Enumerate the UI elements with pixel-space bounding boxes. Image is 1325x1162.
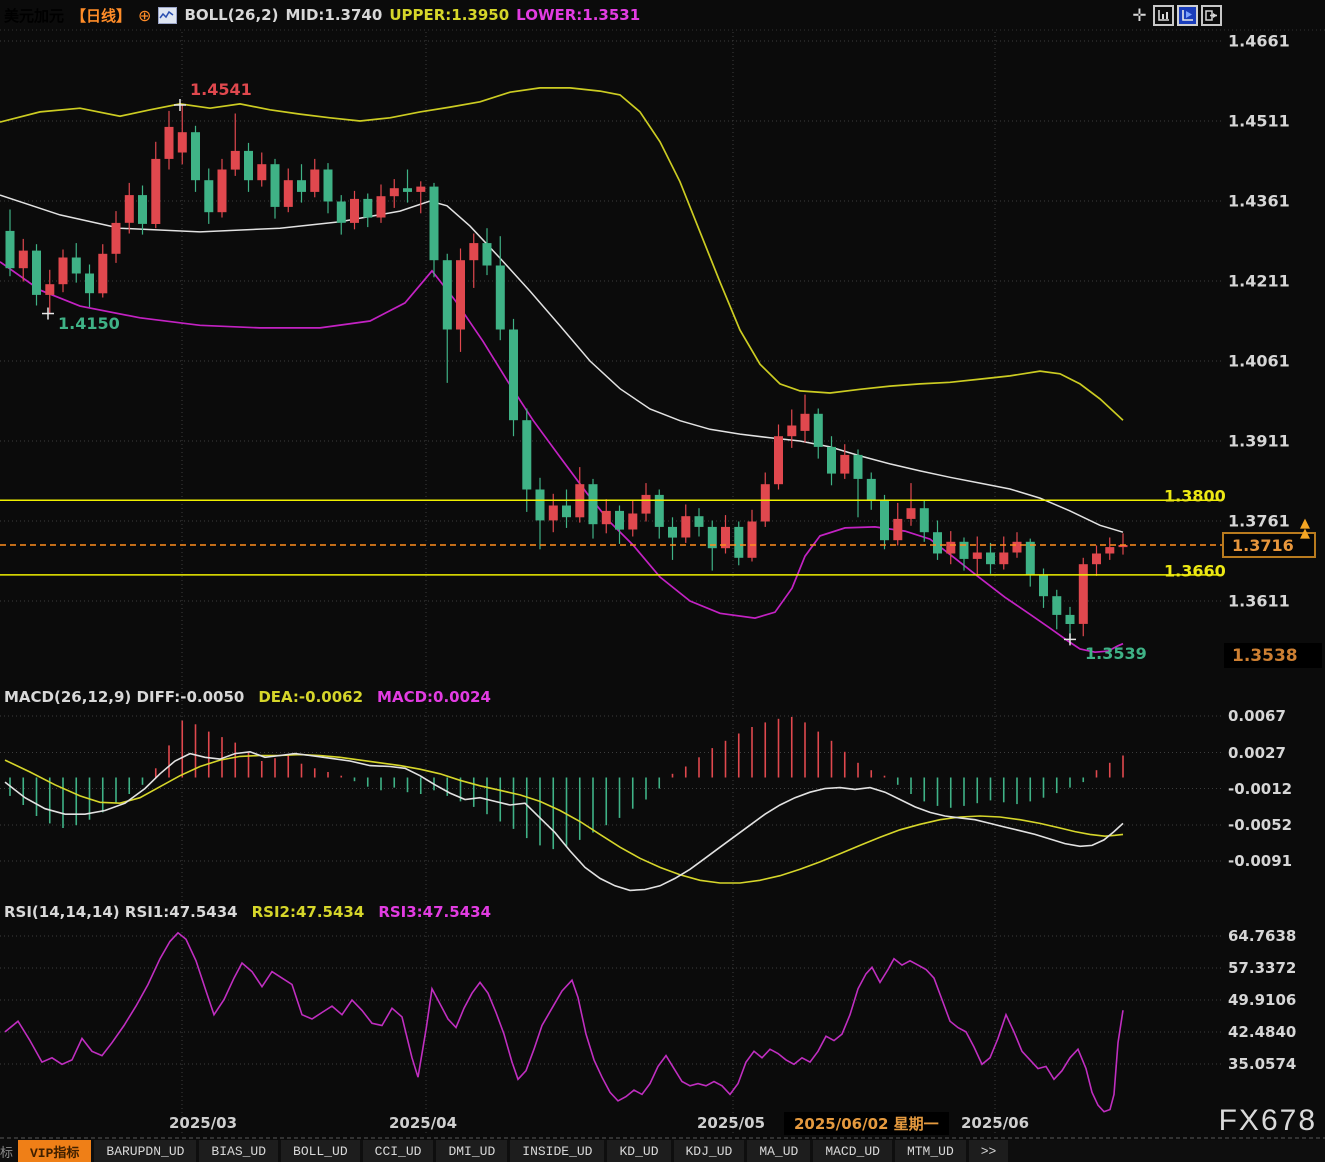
macd-tick-label: 0.0067 xyxy=(1228,707,1286,725)
rsi1-value: RSI1:47.5434 xyxy=(124,903,238,921)
tab-inside_ud[interactable]: INSIDE_UD xyxy=(510,1140,605,1162)
current-price-box: 1.3716 xyxy=(1222,532,1316,558)
titlebar: 美元加元 【日线】 ⊕ BOLL(26,2) MID:1.3740 UPPER:1… xyxy=(4,4,640,26)
resistance-level-label: 1.3800 xyxy=(1164,486,1226,506)
tab-vip指标[interactable]: VIP指标 xyxy=(18,1140,92,1162)
add-indicator-icon[interactable]: ⊕ xyxy=(138,5,152,25)
rsi-line xyxy=(4,931,1124,1113)
macd-tick-label: -0.0012 xyxy=(1228,779,1293,798)
price-tick-label: 1.4511 xyxy=(1228,111,1290,131)
rsi-header: RSI(14,14,14) RSI1:47.5434 RSI2:47.5434 … xyxy=(4,903,491,923)
macd-title: MACD(26,12,9) xyxy=(4,688,132,706)
macd-macd-value: MACD:0.0024 xyxy=(377,688,491,706)
tabbar-more-button[interactable]: >> xyxy=(968,1140,1009,1162)
rsi-tick-label: 64.7638 xyxy=(1228,927,1297,945)
macd-diff-value: DIFF:-0.0050 xyxy=(136,688,245,706)
rsi-tick-label: 35.0574 xyxy=(1228,1055,1297,1073)
rsi-title: RSI(14,14,14) xyxy=(4,903,120,921)
price-tick-label: 1.3761 xyxy=(1228,511,1290,531)
price-tick-label: 1.4061 xyxy=(1228,351,1290,371)
exit-chart-icon[interactable] xyxy=(1201,5,1222,26)
macd-dea-line xyxy=(4,753,1124,884)
date-label: 2025/05 xyxy=(696,1114,766,1132)
macd-dea-value: DEA:-0.0062 xyxy=(258,688,364,706)
price-tick-label: 1.3611 xyxy=(1228,591,1290,611)
price-up-arrow-icon: ▲ ▲ xyxy=(1300,516,1310,541)
crosshair-icon[interactable]: ✛ xyxy=(1132,5,1147,26)
tab-barupdn_ud[interactable]: BARUPDN_UD xyxy=(94,1140,197,1162)
tab-kdj_ud[interactable]: KDJ_UD xyxy=(673,1140,745,1162)
rsi-tick-label: 57.3372 xyxy=(1228,959,1297,977)
tab-bias_ud[interactable]: BIAS_UD xyxy=(199,1140,279,1162)
macd-dif-line xyxy=(4,750,1124,892)
boll-upper-value: UPPER:1.3950 xyxy=(389,6,510,24)
timeframe-label: 【日线】 xyxy=(71,6,132,25)
left-low-annotation: 1.4150 xyxy=(58,314,120,333)
macd-tick-label: -0.0091 xyxy=(1228,852,1293,870)
date-label: 2025/03 xyxy=(168,1114,238,1132)
tab-mtm_ud[interactable]: MTM_UD xyxy=(894,1140,966,1162)
macd-header: MACD(26,12,9) DIFF:-0.0050 DEA:-0.0062 M… xyxy=(4,688,491,708)
tab-dmi_ud[interactable]: DMI_UD xyxy=(436,1140,508,1162)
high-annotation: 1.4541 xyxy=(190,80,252,99)
rsi-tick-label: 42.4840 xyxy=(1228,1023,1297,1041)
tab-cci_ud[interactable]: CCI_UD xyxy=(362,1140,434,1162)
indicator-tabbar: 标 VIP指标 BARUPDN_UD BIAS_UD BOLL_UD CCI_UD DMI_… xyxy=(0,1140,1325,1162)
date-label: 2025/04 xyxy=(388,1114,458,1132)
low-annotation: 1.3539 xyxy=(1085,644,1147,663)
boll-mid-value: MID:1.3740 xyxy=(285,6,383,24)
tab-kd_ud[interactable]: KD_UD xyxy=(607,1140,671,1162)
chart-toolbar: ✛ xyxy=(1129,5,1222,26)
boll-upper-line xyxy=(0,87,1124,421)
date-label: 2025/06 xyxy=(960,1114,1030,1132)
macd-histogram xyxy=(9,716,1124,850)
macd-tick-label: 0.0027 xyxy=(1228,743,1286,762)
rsi-tick-label: 49.9106 xyxy=(1228,991,1297,1009)
rsi3-value: RSI3:47.5434 xyxy=(378,903,492,921)
support-level-label: 1.3660 xyxy=(1164,561,1226,581)
candlestick-series xyxy=(5,105,1128,640)
tabbar-partial-label: 标 xyxy=(0,1145,13,1161)
chart-scale-icon[interactable] xyxy=(1153,5,1174,26)
symbol-name: 美元加元 xyxy=(4,6,65,25)
mini-chart-icon xyxy=(158,6,178,24)
macd-tick-label: -0.0052 xyxy=(1228,816,1293,834)
boll-indicator-label: BOLL(26,2) xyxy=(184,6,279,24)
tab-boll_ud[interactable]: BOLL_UD xyxy=(281,1140,360,1162)
tab-ma_ud[interactable]: MA_UD xyxy=(747,1140,811,1162)
boll-lower-value: LOWER:1.3531 xyxy=(516,6,641,24)
tab-macd_ud[interactable]: MACD_UD xyxy=(813,1140,892,1162)
chart-play-icon[interactable] xyxy=(1177,5,1198,26)
selected-date-badge: 2025/06/02 星期一 xyxy=(784,1112,949,1135)
boll-mid-line xyxy=(0,194,1124,533)
price-tick-label: 1.4661 xyxy=(1228,31,1290,51)
price-tick-label: 1.3911 xyxy=(1228,431,1290,451)
boll-lower-line xyxy=(0,261,1124,654)
previous-close-tag: 1.3538 xyxy=(1224,643,1322,668)
price-tick-label: 1.4211 xyxy=(1228,271,1290,291)
rsi2-value: RSI2:47.5434 xyxy=(251,903,365,921)
watermark: FX678 xyxy=(1218,1104,1317,1137)
price-tick-label: 1.4361 xyxy=(1228,191,1290,211)
